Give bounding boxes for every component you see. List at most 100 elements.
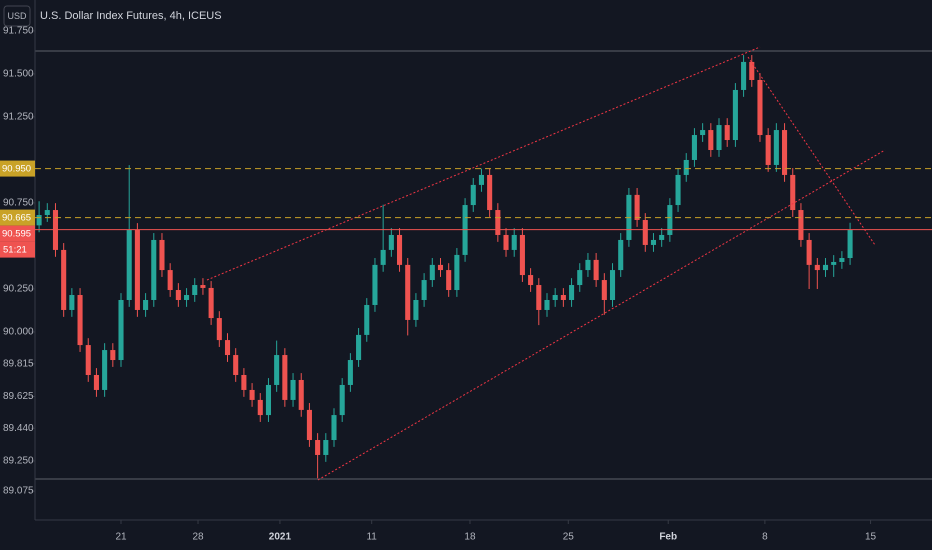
candle-body <box>765 135 771 165</box>
x-tick-label: 11 <box>366 532 377 543</box>
candle-body <box>437 264 444 271</box>
candle-body <box>192 285 198 296</box>
candle-body <box>282 355 288 400</box>
y-tick-label: 89.075 <box>3 486 34 497</box>
candle-body <box>249 389 255 400</box>
y-tick-label: 89.625 <box>3 391 34 402</box>
x-tick-label: 21 <box>115 532 127 543</box>
x-tick-label: 8 <box>762 532 768 543</box>
candle-body <box>585 259 591 271</box>
candle-body <box>85 345 91 375</box>
candle-body <box>593 259 599 281</box>
candle-body <box>454 254 460 291</box>
candle-body <box>102 350 108 390</box>
candle-body <box>847 229 853 259</box>
y-tick-label: 91.250 <box>3 112 34 123</box>
x-tick-label: 15 <box>865 532 877 543</box>
candle-body <box>298 379 304 410</box>
candle-body <box>708 130 714 150</box>
price-label-box <box>0 209 35 226</box>
y-tick-label: 89.250 <box>3 456 34 467</box>
countdown-box <box>0 241 35 258</box>
price-label: 90.665 <box>2 213 31 224</box>
candle-body <box>331 415 337 441</box>
candle-body <box>511 234 517 250</box>
candle-body <box>200 285 206 288</box>
candle-body <box>790 174 796 211</box>
candle-body <box>831 261 837 265</box>
trend-line <box>747 56 876 246</box>
candle-body <box>724 125 730 141</box>
x-tick-label: 2021 <box>269 532 292 543</box>
x-tick-label: Feb <box>659 532 677 543</box>
candle-body <box>503 234 509 250</box>
candle-body <box>544 299 550 310</box>
candle-body <box>241 374 247 390</box>
candle-body <box>683 159 689 175</box>
candle-body <box>257 399 263 416</box>
candle-body <box>487 174 493 211</box>
y-tick-label: 89.815 <box>3 358 34 369</box>
candle-body <box>315 440 321 455</box>
candle-body <box>396 234 403 265</box>
candle-body <box>77 295 83 346</box>
candle-body <box>634 194 640 221</box>
candle-body <box>675 174 681 206</box>
candle-body <box>233 355 239 375</box>
candle-body <box>782 130 788 175</box>
candle-body <box>388 234 394 250</box>
candle-body <box>757 79 763 136</box>
price-label-box <box>0 225 35 242</box>
candle-body <box>356 334 362 361</box>
x-tick-label: 28 <box>192 532 204 543</box>
y-tick-label: 90.000 <box>3 327 34 338</box>
candle-body <box>265 384 272 416</box>
y-tick-label: 91.750 <box>3 26 34 37</box>
candle-body <box>118 299 124 361</box>
candle-body <box>659 234 665 240</box>
candle-body <box>290 379 296 400</box>
candle-body <box>380 249 386 265</box>
candle-body <box>798 210 804 240</box>
candle-body <box>44 210 50 216</box>
candle-body <box>175 290 181 300</box>
candle-body <box>36 215 42 226</box>
trend-line <box>317 149 886 481</box>
candle-body <box>519 234 525 276</box>
candle-body <box>650 239 657 245</box>
candle-body <box>347 360 353 385</box>
currency-button[interactable] <box>3 5 31 27</box>
candle-body <box>528 275 534 286</box>
candle-body <box>700 130 706 136</box>
candle-body <box>151 239 157 300</box>
price-label: 90.595 <box>2 229 31 240</box>
countdown: 51:21 <box>3 245 27 256</box>
candle-body <box>364 304 370 335</box>
candle-body <box>716 125 722 150</box>
candle-body <box>134 229 140 310</box>
candle-body <box>339 384 345 416</box>
candle-body <box>478 174 484 185</box>
candle-body <box>372 264 378 305</box>
candle-body <box>839 258 845 262</box>
candle-body <box>618 239 624 271</box>
y-tick-label: 90.250 <box>3 284 34 295</box>
candle-body <box>208 287 214 319</box>
candle-body <box>110 350 116 361</box>
y-tick-label: 89.440 <box>3 423 34 434</box>
candle-body <box>569 285 575 300</box>
candle-body <box>536 285 542 310</box>
candle-body <box>184 295 190 300</box>
candle-body <box>159 239 165 271</box>
y-tick-label: 90.750 <box>3 198 34 209</box>
candle-body <box>61 249 67 310</box>
candle-body <box>577 270 583 286</box>
candle-body <box>470 184 476 206</box>
candle-body <box>552 295 558 300</box>
price-axis: 91.750 91.500 91.250 90.750 90.250 90.000 89.8… <box>3 26 35 497</box>
candle-body <box>306 409 312 441</box>
candle-body <box>601 280 607 300</box>
candle-body <box>429 264 435 281</box>
